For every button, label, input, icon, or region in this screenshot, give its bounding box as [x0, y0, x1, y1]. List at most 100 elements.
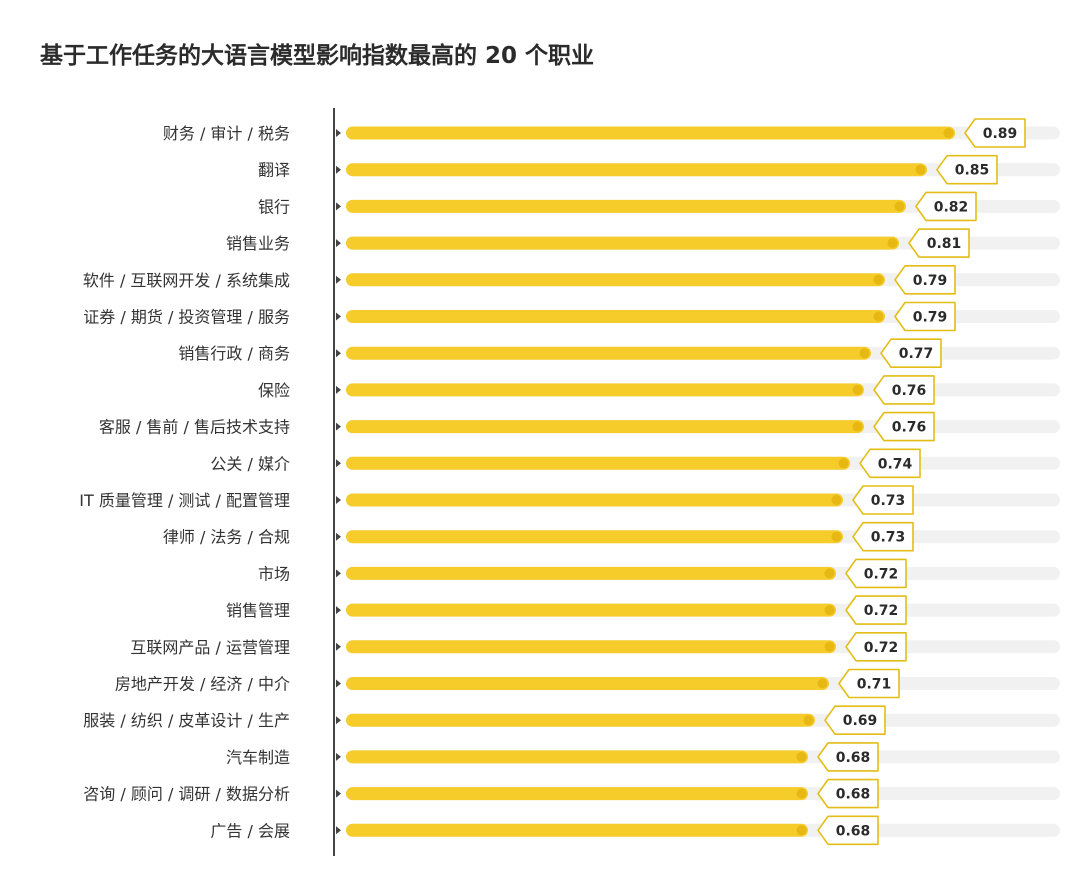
axis-tick	[336, 275, 341, 284]
category-label: 咨询 / 顾问 / 调研 / 数据分析	[83, 785, 290, 804]
value-callout	[894, 301, 956, 332]
axis-tick	[336, 349, 341, 358]
category-label: 服装 / 纺织 / 皮革设计 / 生产	[83, 711, 290, 730]
bar	[346, 750, 808, 764]
bar-end-cap	[873, 274, 884, 285]
value-label: 0.76	[892, 420, 927, 436]
bar-end-cap	[824, 605, 835, 616]
value-callout	[880, 338, 942, 368]
value-label: 0.79	[913, 273, 948, 289]
bar	[346, 530, 843, 544]
axis-tick	[336, 679, 341, 688]
bar	[346, 199, 906, 213]
value-callout	[908, 228, 970, 258]
bar	[346, 163, 927, 177]
category-label: 销售管理	[226, 601, 290, 620]
value-callout	[845, 595, 907, 625]
bar-end-cap	[796, 788, 807, 799]
bar-end-cap	[852, 421, 863, 432]
value-label: 0.68	[836, 750, 871, 766]
value-callout	[894, 265, 956, 295]
category-label: 保险	[258, 381, 290, 400]
category-label: 房地产开发 / 经济 / 中介	[115, 675, 290, 694]
value-callout	[838, 668, 900, 699]
axis-tick	[336, 422, 341, 431]
value-label: 0.72	[864, 566, 899, 582]
bar	[346, 677, 829, 690]
category-label: 证券 / 期货 / 投资管理 / 服务	[83, 308, 290, 327]
value-callout	[852, 521, 914, 552]
value-label: 0.68	[836, 787, 871, 803]
value-label: 0.82	[934, 199, 969, 215]
axis-tick	[336, 459, 341, 468]
bar-end-cap	[824, 568, 835, 579]
value-callout	[824, 705, 886, 735]
value-callout	[852, 485, 914, 515]
category-label: 互联网产品 / 运营管理	[130, 638, 290, 657]
axis-tick	[336, 569, 341, 578]
value-callout	[845, 558, 907, 589]
axis-tick	[336, 496, 341, 504]
axis-tick	[336, 606, 341, 615]
axis-tick	[336, 642, 341, 651]
axis-tick	[336, 789, 341, 798]
value-callout	[817, 778, 879, 809]
bar	[346, 383, 864, 397]
axis-tick	[336, 239, 341, 248]
value-callout	[845, 632, 907, 662]
bar-end-cap	[943, 128, 954, 138]
bar	[346, 640, 836, 654]
bar-end-cap	[831, 531, 842, 542]
value-callout	[936, 154, 998, 185]
category-label: 广告 / 会展	[210, 821, 290, 840]
value-label: 0.69	[843, 713, 878, 729]
value-callout	[873, 375, 935, 405]
value-label: 0.72	[864, 640, 899, 656]
category-label: 销售行政 / 商务	[178, 344, 290, 363]
category-label: 银行	[258, 197, 290, 216]
bar	[346, 310, 885, 323]
bar	[346, 787, 808, 801]
bar	[346, 713, 815, 727]
category-label: 汽车制造	[226, 748, 290, 767]
category-label: 公关 / 媒介	[210, 454, 290, 473]
value-label: 0.77	[899, 346, 934, 362]
axis-tick	[336, 752, 341, 761]
bar	[346, 603, 836, 617]
bar-end-cap	[873, 311, 884, 322]
bar	[346, 566, 836, 580]
value-label: 0.79	[913, 310, 948, 326]
value-callout	[915, 191, 977, 222]
bar-end-cap	[894, 201, 905, 212]
value-label: 0.73	[871, 493, 906, 509]
axis-tick	[336, 532, 341, 541]
bar-end-cap	[796, 825, 807, 836]
bar	[346, 456, 850, 470]
category-label: 律师 / 法务 / 合规	[163, 528, 290, 547]
value-label: 0.73	[871, 530, 906, 546]
axis-tick	[336, 202, 341, 211]
category-label: 客服 / 售前 / 售后技术支持	[99, 418, 290, 437]
category-label: 销售业务	[226, 234, 290, 253]
bar	[346, 823, 808, 837]
bar-end-cap	[803, 715, 814, 726]
value-label: 0.71	[857, 677, 892, 693]
bar	[346, 346, 871, 360]
bar	[346, 420, 864, 434]
bar-end-cap	[859, 348, 870, 359]
value-label: 0.85	[955, 163, 990, 179]
value-callout	[859, 448, 921, 479]
chart-title: 基于工作任务的大语言模型影响指数最高的 20 个职业	[40, 43, 595, 69]
category-label: IT 质量管理 / 测试 / 配置管理	[79, 491, 290, 510]
value-label: 0.81	[927, 236, 962, 252]
bar	[346, 126, 955, 140]
value-callout	[964, 118, 1026, 148]
bar-end-cap	[817, 678, 828, 689]
bar-end-cap	[824, 641, 835, 652]
value-label: 0.68	[836, 823, 871, 839]
value-callout	[817, 815, 879, 846]
bar	[346, 273, 885, 287]
value-callout	[873, 411, 935, 442]
category-label: 市场	[258, 564, 290, 583]
